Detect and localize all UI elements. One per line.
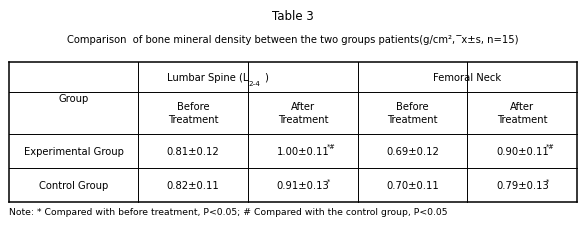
Text: Experimental Group: Experimental Group xyxy=(23,146,124,156)
Text: Note: * Compared with before treatment, P<0.05; # Compared with the control grou: Note: * Compared with before treatment, … xyxy=(9,207,447,216)
Text: Lumbar Spine (L: Lumbar Spine (L xyxy=(166,73,248,83)
Text: 0.70±0.11: 0.70±0.11 xyxy=(386,180,439,190)
Text: 1.00±0.11: 1.00±0.11 xyxy=(277,146,329,156)
Text: Control Group: Control Group xyxy=(39,180,108,190)
Text: 0.91±0.13: 0.91±0.13 xyxy=(277,180,329,190)
Text: After
Treatment: After Treatment xyxy=(278,102,328,125)
Text: Comparison  of bone mineral density between the two groups patients(g/cm²,  ̅x±s: Comparison of bone mineral density betwe… xyxy=(67,35,519,45)
Text: *: * xyxy=(546,178,549,183)
Text: 2-4: 2-4 xyxy=(248,80,260,86)
Text: 0.81±0.12: 0.81±0.12 xyxy=(167,146,220,156)
Text: ): ) xyxy=(264,73,268,83)
Text: 0.79±0.13: 0.79±0.13 xyxy=(496,180,548,190)
Text: 0.90±0.11: 0.90±0.11 xyxy=(496,146,548,156)
Text: Before
Treatment: Before Treatment xyxy=(387,102,438,125)
Text: 0.69±0.12: 0.69±0.12 xyxy=(386,146,439,156)
Text: 0.82±0.11: 0.82±0.11 xyxy=(167,180,220,190)
Text: *#: *# xyxy=(546,143,554,149)
Text: *#: *# xyxy=(326,143,335,149)
Text: Group: Group xyxy=(59,94,88,104)
Text: Before
Treatment: Before Treatment xyxy=(168,102,219,125)
Text: Femoral Neck: Femoral Neck xyxy=(434,73,502,83)
Text: After
Treatment: After Treatment xyxy=(497,102,547,125)
Text: Table 3: Table 3 xyxy=(272,10,314,23)
Text: *: * xyxy=(326,178,329,183)
